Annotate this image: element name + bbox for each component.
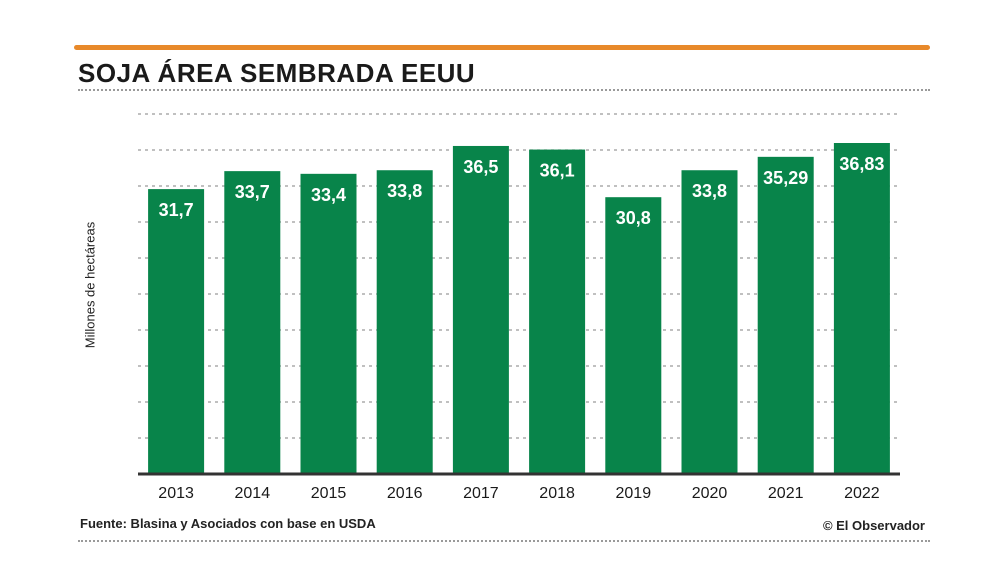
footer-divider <box>78 540 930 542</box>
value-label-2021: 35,29 <box>763 168 808 188</box>
bars <box>148 143 890 475</box>
x-tick-label-2020: 2020 <box>692 485 728 502</box>
bar-2018 <box>529 149 586 475</box>
value-label-2022: 36,83 <box>839 154 884 174</box>
bar-2013 <box>148 189 205 474</box>
x-tick-label-2021: 2021 <box>768 485 804 502</box>
value-labels: 31,7 33,7 33,4 33,8 36,5 36,1 30,8 33,8 35,29 36,… <box>159 154 885 228</box>
bar-2015 <box>300 173 357 474</box>
chart-title: SOJA ÁREA SEMBRADA EEUU <box>78 58 476 88</box>
x-axis: 2013 2014 2015 2016 2017 2018 2019 2020 2021 2022 <box>138 472 900 502</box>
bar-2021 <box>757 156 814 475</box>
x-tick-label-2013: 2013 <box>158 485 194 502</box>
x-tick-label-2019: 2019 <box>616 485 652 502</box>
value-label-2018: 36,1 <box>540 161 575 181</box>
x-tick-label-2022: 2022 <box>844 485 880 502</box>
accent-rule <box>74 45 930 50</box>
x-tick-label-2014: 2014 <box>235 485 271 502</box>
value-label-2017: 36,5 <box>463 157 498 177</box>
bar-2020 <box>681 170 738 475</box>
value-label-2014: 33,7 <box>235 182 270 202</box>
source-note: Fuente: Blasina y Asociados con base en … <box>80 516 376 531</box>
x-tick-label-2015: 2015 <box>311 485 347 502</box>
bar-2019 <box>605 197 662 474</box>
x-tick-label-2018: 2018 <box>539 485 575 502</box>
bar-2017 <box>452 145 509 474</box>
x-tick-label-2017: 2017 <box>463 485 499 502</box>
bar-2014 <box>224 171 281 474</box>
bar-2022 <box>833 143 890 474</box>
value-label-2016: 33,8 <box>387 181 422 201</box>
value-label-2013: 31,7 <box>159 200 194 220</box>
value-label-2020: 33,8 <box>692 181 727 201</box>
value-label-2015: 33,4 <box>311 185 346 205</box>
title-divider <box>78 89 930 91</box>
value-label-2019: 30,8 <box>616 208 651 228</box>
x-tick-label-2016: 2016 <box>387 485 423 502</box>
copyright-credit: © El Observador <box>822 518 925 533</box>
bar-2016 <box>376 170 433 475</box>
